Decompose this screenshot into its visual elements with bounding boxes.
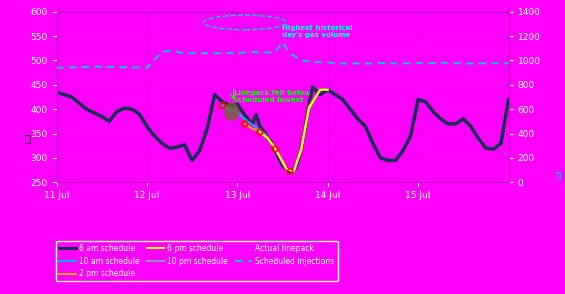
Legend: 6 am schedule, 10 am schedule, 2 pm schedule, 6 pm schedule, 10 pm schedule, Act: 6 am schedule, 10 am schedule, 2 pm sche… (56, 241, 338, 281)
Point (285, 169, 294, 174)
Point (240, 121, 249, 126)
Text: 🚗: 🚗 (24, 133, 30, 143)
Point (218, 103, 227, 108)
Ellipse shape (225, 103, 238, 120)
Point (255, 130, 264, 134)
Text: Highest historical
day's gas volume: Highest historical day's gas volume (282, 25, 353, 39)
Point (271, 147, 280, 151)
Text: TJ: TJ (554, 172, 561, 181)
Text: Linepack fell below
scheduled lowest: Linepack fell below scheduled lowest (233, 90, 310, 103)
